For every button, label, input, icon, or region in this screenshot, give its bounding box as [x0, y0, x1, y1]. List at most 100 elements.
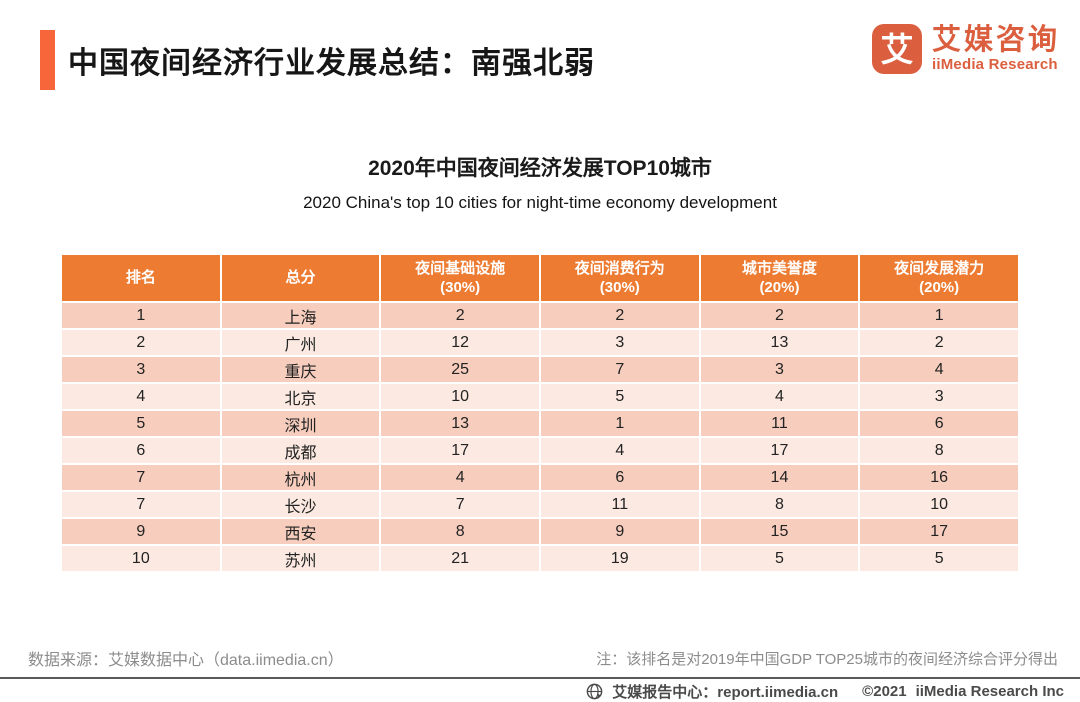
footnote: 注：该排名是对2019年中国GDP TOP25城市的夜间经济综合评分得出 — [596, 651, 1058, 668]
table-header-row: 排名 总分 夜间基础设施 (30%) 夜间消费行为 (30%) 城市美誉度 — [62, 255, 1018, 301]
table-cell: 3 — [700, 357, 859, 382]
table-cell: 9 — [540, 519, 699, 544]
table-cell: 25 — [381, 357, 539, 382]
page-title: 中国夜间经济行业发展总结：南强北弱 — [68, 47, 595, 80]
chart-title: 2020年中国夜间经济发展TOP10城市 — [368, 157, 712, 180]
column-header-label: 夜间发展潜力 — [894, 259, 985, 277]
table-cell: 12 — [381, 330, 539, 355]
table-cell: 17 — [860, 519, 1018, 544]
table-cell: 广州 — [221, 330, 380, 355]
table-cell: 长沙 — [221, 492, 380, 517]
table-cell: 7 — [62, 465, 220, 490]
title-accent-bar — [40, 30, 55, 90]
table-row: 9 西安 8 9 15 17 — [62, 519, 1018, 544]
table-cell: 9 — [62, 519, 220, 544]
globe-icon — [586, 683, 603, 700]
table-cell: 1 — [860, 303, 1018, 328]
table-cell: 7 — [540, 357, 699, 382]
column-header-infrastructure: 夜间基础设施 (30%) — [381, 255, 539, 301]
table-cell: 10 — [860, 492, 1018, 517]
column-header-potential: 夜间发展潜力 (20%) — [860, 255, 1018, 301]
column-header-label: 夜间基础设施 — [415, 259, 506, 277]
table-cell: 10 — [381, 384, 539, 409]
column-header-sub: (20%) — [759, 279, 800, 296]
table-row: 6 成都 17 4 17 8 — [62, 438, 1018, 463]
table-cell: 13 — [700, 330, 859, 355]
table-row: 3 重庆 25 7 3 4 — [62, 357, 1018, 382]
table-cell: 5 — [700, 546, 859, 571]
column-header-label: 排名 — [125, 269, 156, 287]
table-cell: 21 — [381, 546, 539, 571]
table-cell: 深圳 — [221, 411, 380, 436]
table-cell: 4 — [62, 384, 220, 409]
column-header-label: 总分 — [285, 269, 316, 287]
table-cell: 2 — [381, 303, 539, 328]
table-row: 1 上海 2 2 2 1 — [62, 303, 1018, 328]
table-cell: 4 — [381, 465, 539, 490]
logo-name-en: iiMedia Research — [931, 55, 1058, 73]
table-cell: 11 — [700, 411, 859, 436]
table-cell: 6 — [62, 438, 220, 463]
column-header-sub: (30%) — [440, 279, 481, 296]
table-cell: 4 — [540, 438, 699, 463]
table-cell: 1 — [62, 303, 220, 328]
column-header-score: 总分 — [221, 255, 380, 301]
table-cell: 7 — [62, 492, 220, 517]
top10-table: 排名 总分 夜间基础设施 (30%) 夜间消费行为 (30%) 城市美誉度 — [60, 253, 1020, 573]
table-cell: 苏州 — [221, 546, 380, 571]
table-row: 10 苏州 21 19 5 5 — [62, 546, 1018, 571]
table-cell: 5 — [62, 411, 220, 436]
table-cell: 上海 — [221, 303, 380, 328]
company-text: iiMedia Research Inc — [915, 683, 1064, 700]
column-header-consumption: 夜间消费行为 (30%) — [540, 255, 699, 301]
table-row: 7 杭州 4 6 14 16 — [62, 465, 1018, 490]
table-cell: 16 — [860, 465, 1018, 490]
table-cell: 3 — [860, 384, 1018, 409]
iimedia-logo-icon: 艾 — [871, 24, 922, 74]
column-header-label: 夜间消费行为 — [574, 259, 665, 277]
table-cell: 2 — [62, 330, 220, 355]
table-cell: 11 — [540, 492, 699, 517]
table-cell: 6 — [860, 411, 1018, 436]
logo-name-cn: 艾媒咨询 — [931, 24, 1060, 57]
table-cell: 10 — [62, 546, 220, 571]
chart-subtitle: 2020 China's top 10 cities for night-tim… — [303, 193, 777, 212]
table-cell: 2 — [540, 303, 699, 328]
footer-bar: 艾媒报告中心：report.iimedia.cn ©2021 iiMedia R… — [586, 681, 1064, 702]
table-cell: 杭州 — [221, 465, 380, 490]
table-cell: 5 — [540, 384, 699, 409]
column-header-reputation: 城市美誉度 (20%) — [700, 255, 859, 301]
table-row: 7 长沙 7 11 8 10 — [62, 492, 1018, 517]
column-header-rank: 排名 — [62, 255, 220, 301]
column-header-sub: (30%) — [599, 279, 640, 296]
table-cell: 3 — [540, 330, 699, 355]
table-cell: 重庆 — [221, 357, 380, 382]
table-cell: 17 — [700, 438, 859, 463]
table-row: 2 广州 12 3 13 2 — [62, 330, 1018, 355]
table-row: 4 北京 10 5 4 3 — [62, 384, 1018, 409]
table-cell: 8 — [700, 492, 859, 517]
table-body: 1 上海 2 2 2 1 2 广州 12 3 13 2 3 重庆 25 7 3 4 4 北京 10 5 4 3 5 深圳 13 1 11… — [62, 303, 1018, 571]
table-cell: 14 — [700, 465, 859, 490]
brand-logo: 艾 艾媒咨询 iiMedia Research — [871, 24, 1060, 74]
table-cell: 西安 — [221, 519, 380, 544]
table-cell: 2 — [700, 303, 859, 328]
table-cell: 4 — [700, 384, 859, 409]
table-cell: 17 — [381, 438, 539, 463]
footer-divider — [0, 677, 1080, 679]
table-cell: 成都 — [221, 438, 380, 463]
table-cell: 北京 — [221, 384, 380, 409]
table-cell: 4 — [860, 357, 1018, 382]
table-row: 5 深圳 13 1 11 6 — [62, 411, 1018, 436]
table-cell: 3 — [62, 357, 220, 382]
table-cell: 5 — [860, 546, 1018, 571]
table-cell: 8 — [860, 438, 1018, 463]
data-source: 数据来源：艾媒数据中心（data.iimedia.cn） — [28, 652, 344, 669]
copyright-text: ©2021 — [862, 683, 907, 700]
table-cell: 8 — [381, 519, 539, 544]
table-cell: 15 — [700, 519, 859, 544]
column-header-label: 城市美誉度 — [741, 259, 817, 277]
table-cell: 19 — [540, 546, 699, 571]
table-cell: 1 — [540, 411, 699, 436]
